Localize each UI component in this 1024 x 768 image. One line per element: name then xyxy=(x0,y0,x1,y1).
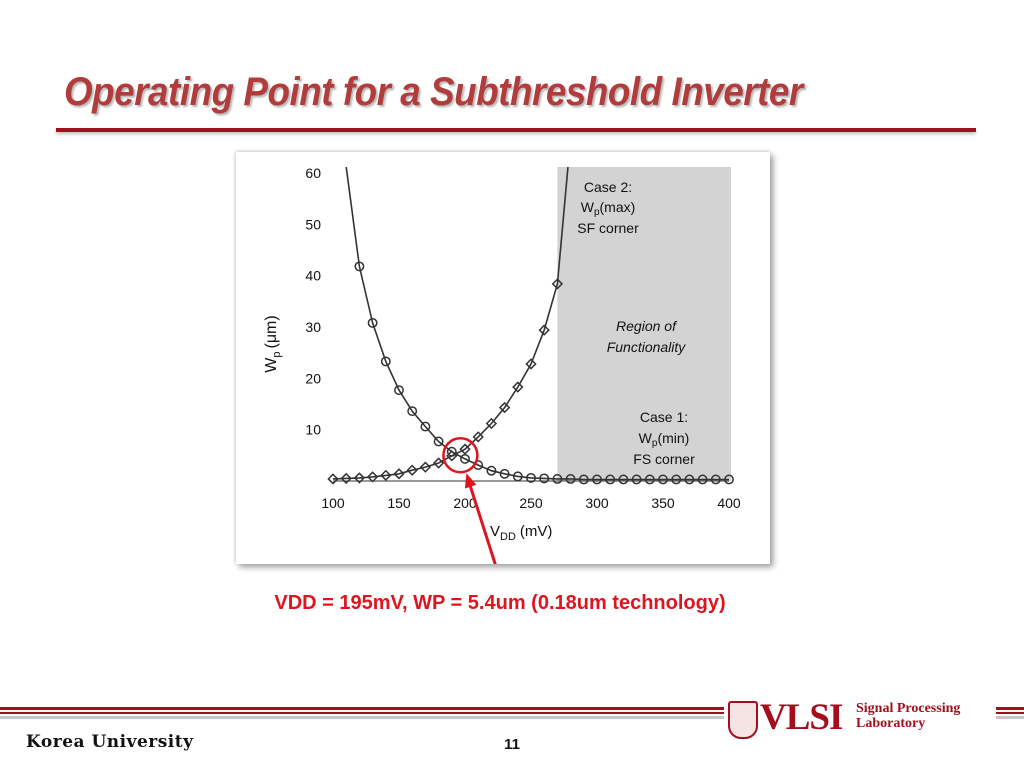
y-tick-label: 60 xyxy=(305,165,321,181)
case1-point xyxy=(697,474,708,485)
region-label-line1: Region of xyxy=(616,318,678,334)
case1-point xyxy=(420,421,431,432)
case1-point xyxy=(486,465,497,476)
case2-point xyxy=(340,472,352,485)
operating-point-circle xyxy=(442,437,479,474)
y-axis-label: Wp(μm) xyxy=(263,315,283,372)
case1-point xyxy=(367,317,378,328)
case1-point xyxy=(512,471,523,482)
footer-line xyxy=(0,707,1024,710)
logo-subtitle: Signal Processing Laboratory xyxy=(856,701,960,731)
case1-wp: Wp(min) xyxy=(639,430,690,449)
title-underline xyxy=(56,128,976,132)
case1-point xyxy=(433,436,444,447)
case2-point xyxy=(327,473,339,485)
case1-point xyxy=(552,473,563,484)
x-tick-label: 150 xyxy=(387,495,411,511)
y-tick-label: 10 xyxy=(305,422,321,438)
y-tick-label: 30 xyxy=(305,319,321,335)
case2-point xyxy=(432,457,445,469)
page-number: 11 xyxy=(504,736,520,753)
case2-point xyxy=(406,464,418,476)
case2-point xyxy=(446,450,458,462)
x-tick-label: 250 xyxy=(519,495,543,511)
x-tick-label: 350 xyxy=(651,495,675,511)
functional-region xyxy=(557,167,731,481)
footer-band xyxy=(0,707,1024,721)
case2-wp: Wp(max) xyxy=(581,199,636,218)
case1-point xyxy=(644,474,655,485)
shield-icon xyxy=(728,701,758,739)
case2-point xyxy=(525,358,537,370)
case2-point xyxy=(485,417,498,430)
case1-point xyxy=(605,474,616,485)
case2-point xyxy=(459,443,471,455)
x-tick-label: 100 xyxy=(321,495,345,511)
vdd-wp-chart: 10 20 30 40 50 60 100 150 200 250 300 350 400 Wp(μm… xyxy=(263,165,741,564)
case1-markers xyxy=(354,261,734,485)
logo-subtitle-line1: Signal Processing xyxy=(856,701,961,716)
footer-line xyxy=(0,712,1024,714)
logo-vlsi-text: VLSI xyxy=(760,697,843,738)
case1-point xyxy=(526,472,536,483)
slide-title: Operating Point for a Subthreshold Inver… xyxy=(64,70,803,114)
vlsi-logo: VLSI Signal Processing Laboratory xyxy=(724,697,996,742)
case1-point xyxy=(446,446,457,457)
case2-title: Case 2: xyxy=(584,179,632,195)
x-tick-label: 300 xyxy=(585,495,609,511)
operating-point-annotation: VDD = 195mV, WP = 5.4um (0.18um technolo… xyxy=(274,592,726,614)
case1-point xyxy=(710,474,721,485)
y-tick-label: 20 xyxy=(305,370,321,386)
operating-point-arrow xyxy=(467,482,497,564)
case1-point xyxy=(684,474,695,485)
case2-point xyxy=(551,278,564,290)
case1-point xyxy=(380,356,391,367)
region-label-line2: Functionality xyxy=(607,339,687,355)
case2-markers xyxy=(327,278,564,485)
case1-point xyxy=(394,385,404,396)
y-tick-label: 40 xyxy=(305,268,321,284)
case2-point xyxy=(512,381,524,393)
arrowhead-icon xyxy=(464,473,477,489)
x-tick-label: 200 xyxy=(453,495,477,511)
case1-point xyxy=(539,473,550,484)
case2-point xyxy=(498,401,511,414)
case2-point xyxy=(366,471,379,483)
case1-point xyxy=(578,474,589,485)
case1-point xyxy=(631,474,642,485)
university-name: Korea University xyxy=(26,732,194,752)
case1-point xyxy=(618,474,629,485)
case1-point xyxy=(407,406,418,417)
case2-point xyxy=(353,472,366,484)
x-tick-label: 400 xyxy=(717,495,741,511)
case1-point xyxy=(658,474,668,485)
y-tick-label: 50 xyxy=(305,216,321,232)
case2-point xyxy=(419,461,432,473)
case2-point xyxy=(380,469,392,482)
case1-point xyxy=(592,474,602,485)
footer-line xyxy=(0,716,1024,719)
case1-point xyxy=(499,468,510,479)
case2-point xyxy=(538,324,550,336)
case1-title: Case 1: xyxy=(640,409,688,425)
case2-point xyxy=(472,431,484,443)
case1-point xyxy=(724,474,734,485)
case1-corner: FS corner xyxy=(633,451,695,467)
case2-corner: SF corner xyxy=(577,220,639,236)
case1-point xyxy=(354,261,365,272)
case1-point xyxy=(671,474,682,485)
chart-frame: 10 20 30 40 50 60 100 150 200 250 300 350 400 Wp(μm… xyxy=(236,152,770,564)
case2-point xyxy=(393,468,405,480)
logo-subtitle-line2: Laboratory xyxy=(856,716,926,731)
x-axis-label: VDD (mV) xyxy=(490,523,552,543)
case1-point xyxy=(565,473,576,484)
